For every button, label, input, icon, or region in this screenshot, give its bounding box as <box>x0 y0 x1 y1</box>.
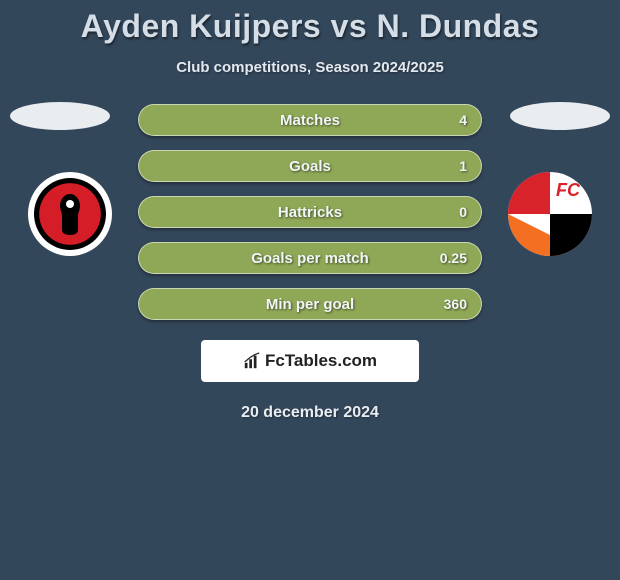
stat-label: Goals per match <box>251 250 369 267</box>
stat-label: Goals <box>289 158 331 175</box>
stats-list: Matches 4 Goals 1 Hattricks 0 Goals per … <box>138 104 482 320</box>
crest-black-stripe <box>550 214 592 256</box>
date-text: 20 december 2024 <box>0 404 620 422</box>
subtitle: Club competitions, Season 2024/2025 <box>0 59 620 76</box>
bar-chart-icon <box>243 352 261 370</box>
club-crest-left <box>28 172 112 256</box>
brand-badge: FcTables.com <box>201 340 419 382</box>
stat-row-min-per-goal: Min per goal 360 <box>138 288 482 320</box>
stat-value: 0.25 <box>440 250 467 266</box>
stat-label: Matches <box>280 112 340 129</box>
helmet-silhouette-icon <box>55 192 85 236</box>
stat-label: Min per goal <box>266 296 354 313</box>
stat-row-hattricks: Hattricks 0 <box>138 196 482 228</box>
comparison-panel: FC Matches 4 Goals 1 Hattricks 0 Goals p… <box>0 104 620 422</box>
crest-red-stripe <box>508 172 550 214</box>
stat-value: 360 <box>444 296 467 312</box>
stat-value: 1 <box>459 158 467 174</box>
stat-value: 4 <box>459 112 467 128</box>
stat-label: Hattricks <box>278 204 342 221</box>
club-crest-right: FC <box>508 172 592 256</box>
player-slot-right <box>510 102 610 130</box>
player-slot-left <box>10 102 110 130</box>
stat-row-goals-per-match: Goals per match 0.25 <box>138 242 482 274</box>
helmond-crest-icon <box>34 178 106 250</box>
page-title: Ayden Kuijpers vs N. Dundas <box>0 0 620 45</box>
stat-row-goals: Goals 1 <box>138 150 482 182</box>
stat-row-matches: Matches 4 <box>138 104 482 136</box>
stat-value: 0 <box>459 204 467 220</box>
crest-fc-text: FC <box>556 180 580 201</box>
brand-text: FcTables.com <box>265 351 377 371</box>
